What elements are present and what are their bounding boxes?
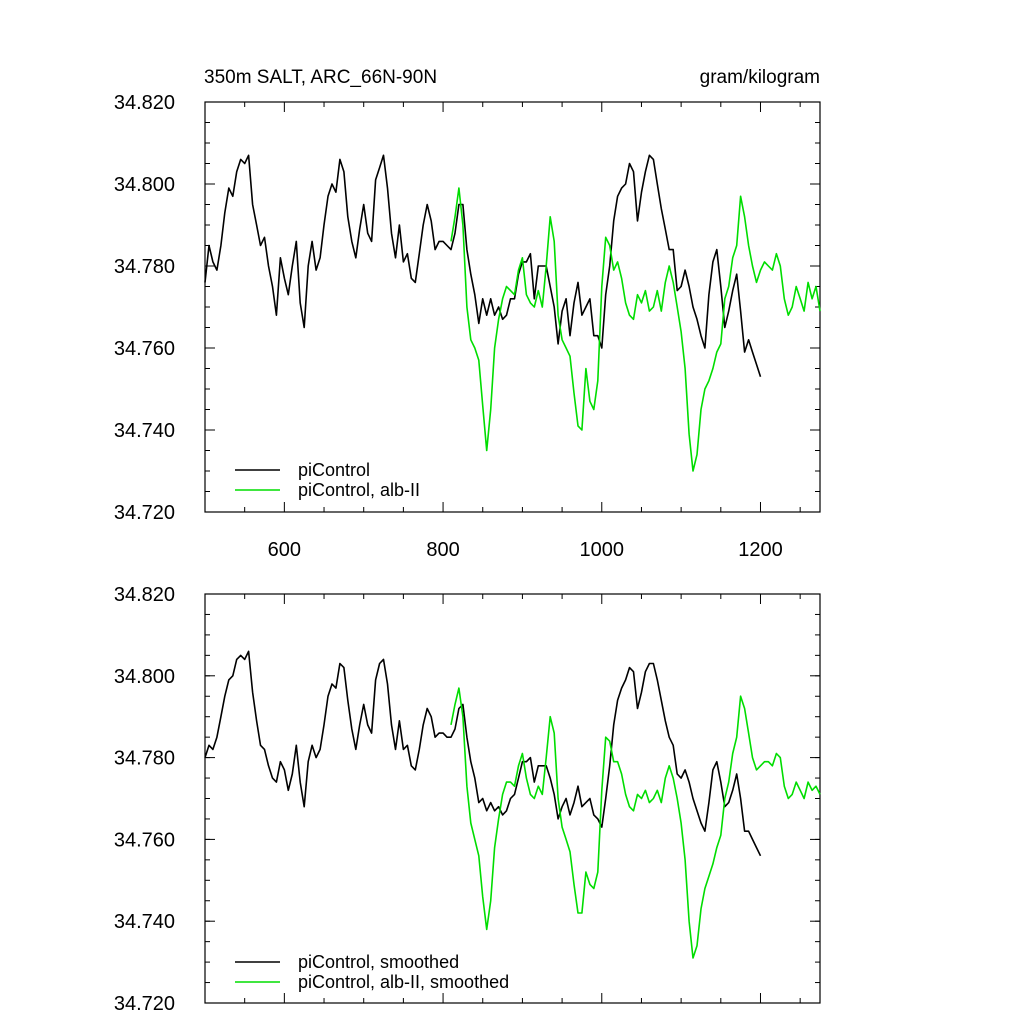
chart-units: gram/kilogram <box>700 67 820 88</box>
x-tick-label: 600 <box>268 539 301 561</box>
x-tick-label: 1000 <box>580 539 625 561</box>
legend-label-picontrol-alb-ii-smoothed: piControl, alb-II, smoothed <box>298 972 509 992</box>
y-tick-label: 34.780 <box>114 256 175 278</box>
y-tick-label: 34.760 <box>114 829 175 851</box>
series-line-picontrol-alb-ii-smoothed <box>450 687 821 959</box>
chart-title: 350m SALT, ARC_66N-90N <box>204 67 437 88</box>
legend-label-picontrol: piControl <box>298 460 370 480</box>
y-tick-label: 34.800 <box>114 666 175 688</box>
bottom-legend: piControl, smoothed piControl, alb-II, s… <box>235 952 509 992</box>
series-line-picontrol-alb-ii <box>450 187 821 472</box>
panel-bottom: 34.720 34.740 34.760 34.780 34.800 34.820 <box>114 584 821 1015</box>
series-line-picontrol <box>204 154 762 377</box>
plot-frame <box>204 593 821 1004</box>
y-tick-label: 34.740 <box>114 911 175 933</box>
y-tick-label: 34.740 <box>114 420 175 442</box>
top-legend: piControl piControl, alb-II <box>235 460 420 500</box>
panel-top: 34.720 34.740 34.760 34.780 34.800 34.820 600 8… <box>114 92 821 561</box>
x-tick-label: 800 <box>426 539 459 561</box>
y-tick-label: 34.780 <box>114 748 175 770</box>
plot-layer: 34.720 34.740 34.760 34.780 34.800 34.820 600 8… <box>114 92 821 1015</box>
y-tick-label: 34.720 <box>114 502 175 524</box>
x-tick-label: 1200 <box>738 539 783 561</box>
y-tick-label: 34.760 <box>114 338 175 360</box>
y-tick-label: 34.720 <box>114 993 175 1015</box>
plot-frame <box>204 101 821 513</box>
y-tick-label: 34.800 <box>114 174 175 196</box>
legend-label-picontrol-smoothed: piControl, smoothed <box>298 952 459 972</box>
series-line-picontrol-smoothed <box>204 650 762 857</box>
y-tick-label: 34.820 <box>114 92 175 114</box>
legend-label-picontrol-alb-ii: piControl, alb-II <box>298 480 420 500</box>
y-tick-label: 34.820 <box>114 584 175 606</box>
